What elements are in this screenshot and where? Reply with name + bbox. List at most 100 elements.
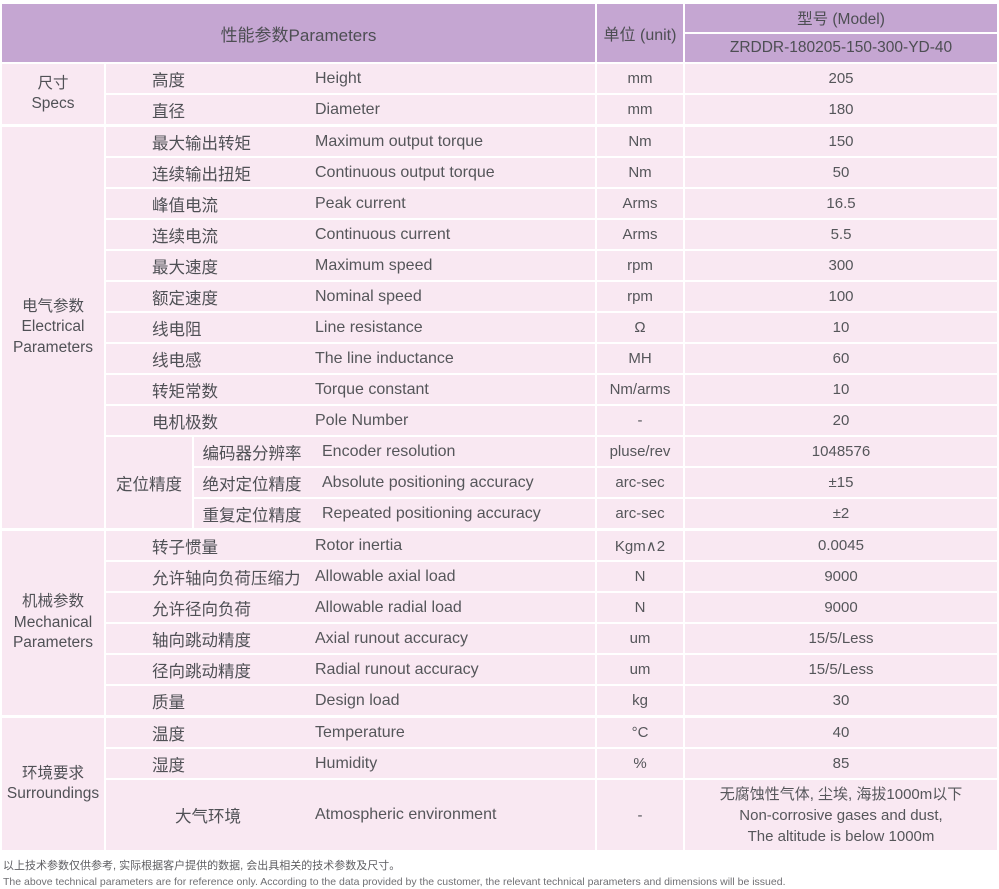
parameter-name-cell: 转矩常数 Torque constant: [106, 375, 595, 404]
category-cell-mechanical: 机械参数 Mechanical Parameters: [2, 531, 104, 715]
value-line: Non-corrosive gases and dust,: [739, 806, 943, 824]
unit-cell: N: [597, 562, 683, 591]
unit-cell: MH: [597, 344, 683, 373]
value-cell: 1048576: [685, 437, 997, 466]
header-model-column: 型号 (Model) ZRDDR-180205-150-300-YD-40: [685, 4, 997, 62]
unit-cell: -: [597, 406, 683, 435]
category-line: Parameters: [12, 338, 94, 356]
parameter-name-zh: 线电感: [152, 351, 202, 370]
value-cell: 15/5/Less: [685, 655, 997, 684]
table-row: 绝对定位精度 Absolute positioning accuracy arc…: [194, 468, 997, 497]
table-row: 峰值电流 Peak current Arms 16.5: [106, 189, 997, 218]
table-row: 允许径向负荷 Allowable radial load N 9000: [106, 593, 997, 622]
parameter-name-zh: 径向跳动精度: [152, 662, 251, 681]
parameter-name-zh: 质量: [152, 693, 185, 712]
unit-cell: Arms: [597, 189, 683, 218]
table-header: 性能参数Parameters 单位 (unit) 型号 (Model) ZRDD…: [2, 4, 997, 62]
header-parameters: 性能参数Parameters: [2, 4, 595, 62]
unit-cell: mm: [597, 64, 683, 93]
unit-cell: rpm: [597, 282, 683, 311]
parameter-name-cell: 质量 Design load: [106, 686, 595, 715]
section-electrical: 电气参数 Electrical Parameters 最大输出转矩 Maximu…: [2, 127, 997, 528]
parameter-name-cell: 最大速度 Maximum speed: [106, 251, 595, 280]
value-cell: 150: [685, 127, 997, 156]
value-cell: 205: [685, 64, 997, 93]
table-row: 转矩常数 Torque constant Nm/arms 10: [106, 375, 997, 404]
table-row: 连续电流 Continuous current Arms 5.5: [106, 220, 997, 249]
parameter-name-zh: 连续输出扭矩: [152, 165, 251, 184]
value-cell: 20: [685, 406, 997, 435]
parameter-name-en: Design load: [315, 691, 400, 709]
parameter-name-en: Peak current: [315, 194, 406, 212]
section-rows: 温度 Temperature °C 40 湿度 Humidity % 85: [106, 718, 997, 850]
parameter-name-cell: 轴向跳动精度 Axial runout accuracy: [106, 624, 595, 653]
parameter-name-zh: 线电阻: [152, 320, 202, 339]
unit-cell: Nm: [597, 158, 683, 187]
parameter-name-en: Line resistance: [315, 318, 423, 336]
parameter-name-en: Pole Number: [315, 411, 409, 429]
parameter-name-en: Maximum speed: [315, 256, 433, 274]
value-cell: 180: [685, 95, 997, 124]
parameter-name-en: Continuous output torque: [315, 163, 495, 181]
parameter-name-zh: 绝对定位精度: [202, 475, 302, 494]
parameter-name-cell: 径向跳动精度 Radial runout accuracy: [106, 655, 595, 684]
parameter-name-en: Allowable radial load: [315, 598, 462, 616]
footnotes: 以上技术参数仅供参考, 实际根据客户提供的数据, 会出具相关的技术参数及尺寸。 …: [3, 857, 997, 888]
category-line: 环境要求: [21, 764, 84, 782]
value-cell: 60: [685, 344, 997, 373]
table-row: 线电感 The line inductance MH 60: [106, 344, 997, 373]
value-cell: 9000: [685, 562, 997, 591]
parameter-name-cell: 线电阻 Line resistance: [106, 313, 595, 342]
unit-cell: N: [597, 593, 683, 622]
value-cell: 9000: [685, 593, 997, 622]
value-cell: 16.5: [685, 189, 997, 218]
parameter-name-zh: 直径: [152, 102, 185, 121]
parameter-name-cell: 允许轴向负荷压缩力 Allowable axial load: [106, 562, 595, 591]
parameter-name-en: Temperature: [315, 723, 405, 741]
unit-cell: mm: [597, 95, 683, 124]
category-cell-specs: 尺寸 Specs: [2, 64, 104, 124]
value-cell: 10: [685, 375, 997, 404]
positioning-accuracy-group: 定位精度 编码器分辨率 Encoder resolution pluse/rev…: [106, 437, 997, 528]
parameter-name-cell: 最大输出转矩 Maximum output torque: [106, 127, 595, 156]
unit-cell: Arms: [597, 220, 683, 249]
table-row: 重复定位精度 Repeated positioning accuracy arc…: [194, 499, 997, 528]
table-row: 质量 Design load kg 30: [106, 686, 997, 715]
table-row: 径向跳动精度 Radial runout accuracy um 15/5/Le…: [106, 655, 997, 684]
parameter-name-zh: 允许径向负荷: [152, 600, 251, 619]
footnote-en: The above technical parameters are for r…: [3, 876, 786, 888]
parameter-name-zh: 电机极数: [152, 413, 218, 432]
parameter-name-en: The line inductance: [315, 349, 454, 367]
parameter-name-cell: 温度 Temperature: [106, 718, 595, 747]
value-cell: 5.5: [685, 220, 997, 249]
parameter-name-zh: 编码器分辨率: [202, 444, 302, 463]
value-cell: 0.0045: [685, 531, 997, 560]
table-row: 高度 Height mm 205: [106, 64, 997, 93]
category-cell-surroundings: 环境要求 Surroundings: [2, 718, 104, 850]
value-cell: 100: [685, 282, 997, 311]
value-cell: 40: [685, 718, 997, 747]
parameter-name-en: Encoder resolution: [322, 442, 456, 460]
section-mechanical: 机械参数 Mechanical Parameters 转子惯量 Rotor in…: [2, 531, 997, 715]
unit-cell: Kgm∧2: [597, 531, 683, 560]
header-model-label: 型号 (Model): [685, 4, 997, 32]
parameter-name-cell: 编码器分辨率 Encoder resolution: [194, 437, 595, 466]
table-row: 直径 Diameter mm 180: [106, 95, 997, 124]
parameter-name-zh: 重复定位精度: [202, 506, 302, 525]
parameter-name-cell: 重复定位精度 Repeated positioning accuracy: [194, 499, 595, 528]
table-row: 连续输出扭矩 Continuous output torque Nm 50: [106, 158, 997, 187]
parameter-name-cell: 湿度 Humidity: [106, 749, 595, 778]
section-rows: 高度 Height mm 205 直径 Diameter mm 180: [106, 64, 997, 124]
parameter-name-zh: 最大速度: [152, 258, 218, 277]
table-row: 湿度 Humidity % 85: [106, 749, 997, 778]
parameter-name-en: Repeated positioning accuracy: [322, 504, 541, 522]
parameter-name-cell: 高度 Height: [106, 64, 595, 93]
parameter-name-cell: 额定速度 Nominal speed: [106, 282, 595, 311]
parameter-name-zh: 峰值电流: [152, 196, 218, 215]
value-cell: 10: [685, 313, 997, 342]
unit-cell: arc-sec: [597, 499, 683, 528]
table-row: 编码器分辨率 Encoder resolution pluse/rev 1048…: [194, 437, 997, 466]
table-row: 轴向跳动精度 Axial runout accuracy um 15/5/Les…: [106, 624, 997, 653]
parameter-name-cell: 连续电流 Continuous current: [106, 220, 595, 249]
